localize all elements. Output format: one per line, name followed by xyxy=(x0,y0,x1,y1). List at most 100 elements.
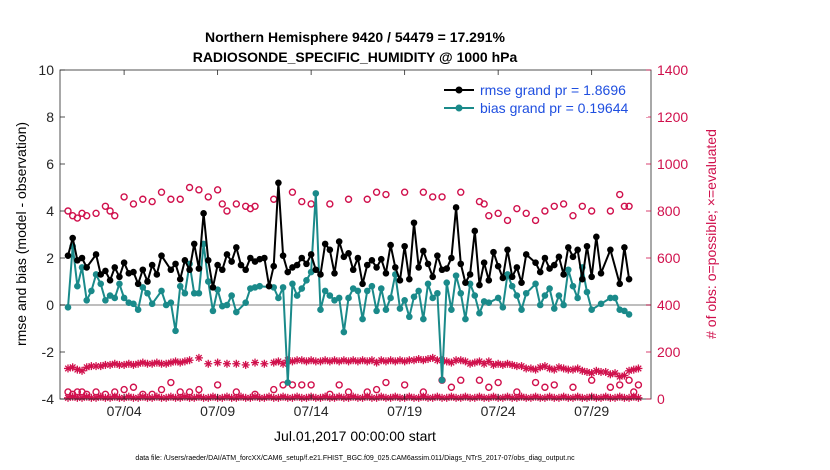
rmse-point xyxy=(223,251,231,258)
rmse-point xyxy=(532,259,539,267)
obs-evaluated-lower-marker xyxy=(536,393,545,402)
rmse-point xyxy=(466,271,474,278)
asterisk-stroke xyxy=(317,358,324,365)
chart-title-line1: Northern Hemisphere 9420 / 54479 = 17.29… xyxy=(205,29,506,45)
obs-possible-lower-marker xyxy=(372,385,381,394)
rmse-point xyxy=(247,254,254,262)
asterisk-stroke xyxy=(579,367,586,375)
rmse-point xyxy=(326,246,334,254)
rmse-point xyxy=(307,251,315,258)
asterisk-stroke xyxy=(466,360,474,368)
bias-point xyxy=(406,313,413,321)
obs-possible-upper-marker xyxy=(218,200,226,208)
rmse-point xyxy=(298,254,306,262)
asterisk-stroke xyxy=(462,358,469,365)
obs-evaluated-upper-marker xyxy=(363,357,372,366)
obs-possible-lower-marker xyxy=(335,381,343,389)
bias-point xyxy=(359,315,366,323)
bias-point xyxy=(167,299,175,306)
rmse-point xyxy=(176,275,184,283)
obs-possible-lower-marker xyxy=(298,381,306,389)
asterisk-stroke xyxy=(406,356,413,364)
asterisk-stroke xyxy=(88,394,95,402)
rmse-point xyxy=(564,244,572,251)
rmse-point xyxy=(340,253,348,261)
rmse-point xyxy=(186,266,193,274)
obs-possible-upper-marker xyxy=(428,193,437,201)
bias-point xyxy=(363,287,371,295)
rmse-point xyxy=(560,271,567,278)
legend-bias-label: bias grand pr = 0.19644 xyxy=(480,100,628,116)
bias-point xyxy=(434,289,441,297)
obs-evaluated-upper-marker xyxy=(433,356,442,365)
asterisk-stroke xyxy=(200,394,207,402)
chart-title-line2: RADIOSONDE_SPECIFIC_HUMIDITY @ 1000 hPa xyxy=(193,49,518,65)
rmse-point xyxy=(158,252,165,259)
bias-point xyxy=(228,292,235,299)
legend-rmse-label: rmse grand pr = 1.8696 xyxy=(480,82,626,98)
data-file-footnote: data file: /Users/raeder/DAI/ATM_forcXX/… xyxy=(135,455,575,462)
asterisk-stroke xyxy=(167,359,175,366)
obs-evaluated-lower-marker xyxy=(129,393,138,402)
asterisk-stroke xyxy=(228,394,235,402)
rmse-point xyxy=(597,269,605,277)
obs-possible-upper-marker xyxy=(569,211,577,220)
asterisk-stroke xyxy=(443,358,450,365)
obs-possible-upper-marker xyxy=(270,195,278,203)
asterisk-stroke xyxy=(326,358,334,365)
x-tick-label: 07/04 xyxy=(107,403,142,419)
obs-possible-upper-marker xyxy=(578,202,587,211)
asterisk-stroke xyxy=(219,394,226,402)
asterisk-stroke xyxy=(448,393,455,400)
asterisk-stroke xyxy=(513,394,521,402)
rmse-point xyxy=(354,254,362,262)
obs-possible-upper-marker xyxy=(494,209,502,218)
obs-possible-upper-marker xyxy=(541,207,549,215)
x-tick-label: 07/24 xyxy=(481,403,516,419)
obs-possible-lower-marker xyxy=(616,381,624,389)
asterisk-stroke xyxy=(340,356,348,364)
asterisk-stroke xyxy=(321,356,329,364)
bias-point xyxy=(78,264,86,271)
asterisk-stroke xyxy=(195,354,203,362)
rmse-point xyxy=(148,261,156,269)
obs-possible-lower-marker xyxy=(630,388,638,396)
rmse-point xyxy=(429,273,436,281)
bias-point xyxy=(546,285,553,292)
rmse-point xyxy=(134,280,142,288)
obs-evaluated-upper-marker xyxy=(222,359,231,368)
rmse-point xyxy=(410,219,418,227)
asterisk-stroke xyxy=(616,373,623,380)
asterisk-stroke xyxy=(490,361,497,369)
rmse-point xyxy=(579,275,586,283)
rmse-point xyxy=(368,257,376,264)
y-axis-right-label: # of obs: o=possible; ×=evaluated xyxy=(703,129,719,339)
asterisk-stroke xyxy=(190,394,198,402)
obs-possible-lower-marker xyxy=(251,390,259,398)
obs-evaluated-upper-marker xyxy=(484,357,493,366)
y-right-tick-label: 200 xyxy=(657,344,681,360)
obs-possible-upper-marker xyxy=(419,188,428,196)
rmse-point xyxy=(382,269,390,277)
obs-evaluated-lower-marker xyxy=(498,393,507,402)
asterisk-stroke xyxy=(139,359,147,366)
obs-possible-upper-marker xyxy=(344,195,353,203)
rmse-point xyxy=(541,254,549,262)
rmse-point xyxy=(102,267,109,275)
obs-evaluated-lower-marker xyxy=(381,393,390,402)
obs-possible-lower-marker xyxy=(494,378,502,387)
asterisk-stroke xyxy=(452,356,460,364)
obs-possible-lower-marker xyxy=(587,376,596,384)
asterisk-stroke xyxy=(541,362,549,370)
asterisk-stroke xyxy=(518,362,525,370)
obs-possible-upper-marker xyxy=(307,200,315,208)
asterisk-stroke xyxy=(415,355,422,363)
rmse-point xyxy=(621,244,628,251)
obs-possible-upper-marker xyxy=(157,188,166,196)
y-left-tick-label: 10 xyxy=(38,62,54,78)
asterisk-stroke xyxy=(289,394,296,402)
rmse-point xyxy=(536,268,544,276)
asterisk-stroke xyxy=(275,394,282,402)
obs-evaluated-upper-marker xyxy=(166,358,175,367)
bias-point xyxy=(564,266,572,274)
